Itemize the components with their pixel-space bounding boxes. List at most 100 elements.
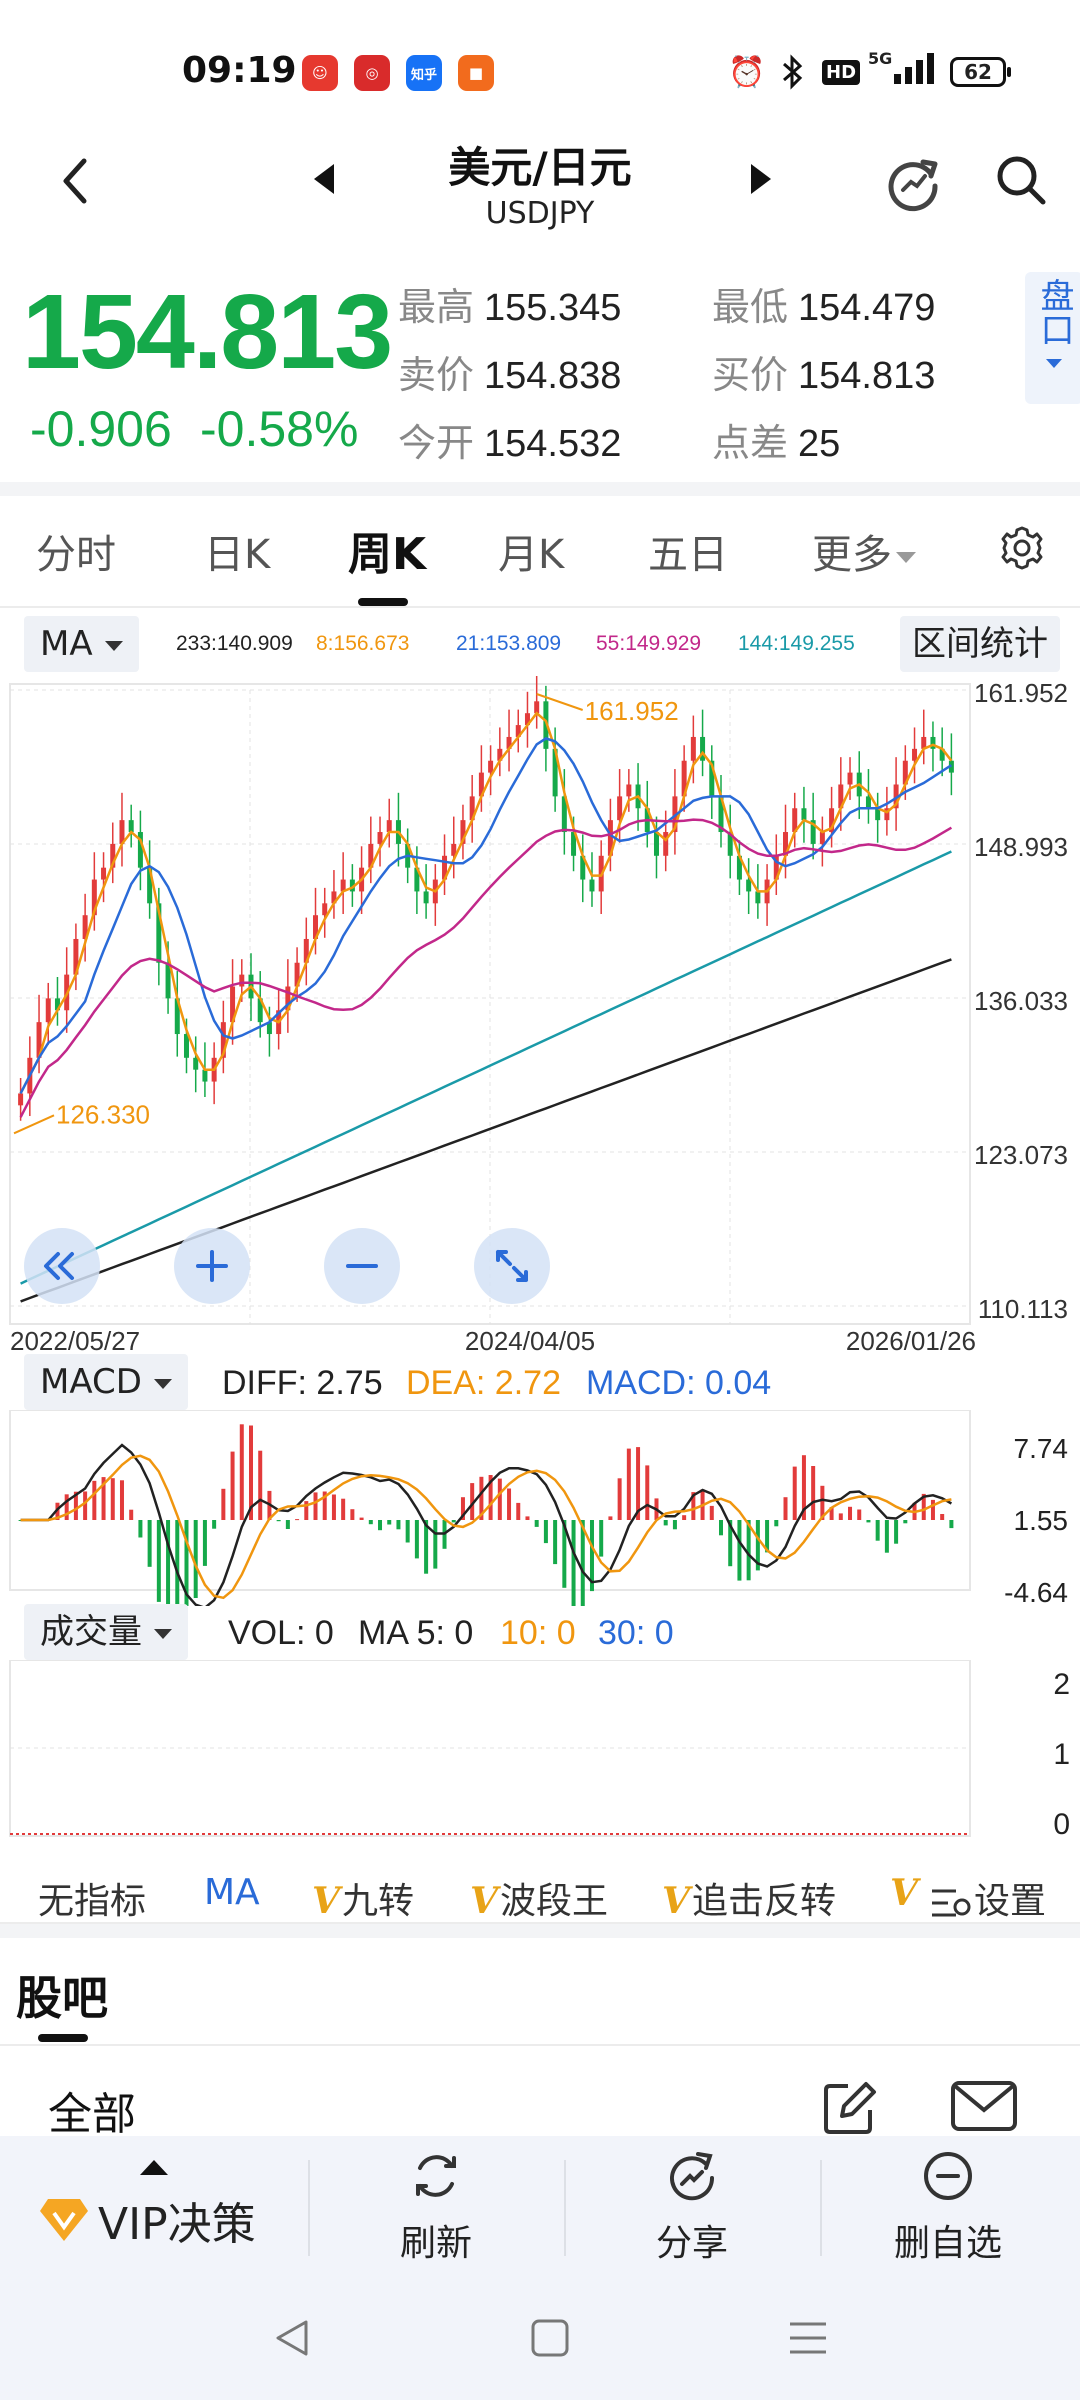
next-symbol-icon[interactable] — [745, 162, 775, 196]
candle-body — [128, 820, 134, 833]
tab-more[interactable]: 更多 — [812, 522, 916, 580]
candle-body — [230, 986, 236, 1023]
candle-body — [773, 855, 779, 880]
ma-line-ma21 — [19, 737, 953, 1094]
indicator-boduanwang[interactable]: V波段王 — [470, 1880, 608, 1922]
diamond-icon — [40, 2199, 88, 2241]
macd-diff: DIFF: 2.75 — [222, 1364, 383, 1402]
macd-bar — [451, 1520, 456, 1523]
minus-circle-icon — [924, 2152, 972, 2200]
period-tabs: 分时 日K 周K 月K 五日 更多 — [0, 500, 1080, 600]
indicator-ma[interactable]: MA — [204, 1872, 260, 1913]
volume-axis-label: 0 — [1053, 1808, 1070, 1841]
nav-home-icon[interactable] — [528, 2316, 572, 2360]
candle-body — [147, 867, 153, 904]
last-price: 154.813 — [22, 273, 393, 391]
candle-body — [515, 725, 521, 737]
macd-bar — [728, 1520, 733, 1567]
remove-watchlist-button[interactable]: 删自选 — [848, 2146, 1048, 2266]
back-icon[interactable] — [50, 145, 100, 215]
gear-icon[interactable] — [998, 524, 1046, 572]
forum-title[interactable]: 股吧 — [16, 1971, 108, 2025]
ma-selector[interactable]: MA — [24, 616, 139, 672]
candle-body — [829, 808, 835, 833]
scroll-left-button[interactable] — [24, 1228, 100, 1304]
macd-bar — [387, 1520, 392, 1525]
indicator-zhuiji[interactable]: V追击反转 — [662, 1880, 836, 1922]
indicator-none[interactable]: 无指标 — [38, 1881, 147, 1922]
refresh-icon[interactable] — [883, 152, 943, 212]
mail-icon[interactable] — [950, 2080, 1018, 2132]
search-icon[interactable] — [993, 152, 1049, 208]
volume-chart: 2 1 0 — [9, 1660, 1070, 1841]
candle-body — [460, 820, 466, 844]
y-axis-label: 110.113 — [978, 1294, 1068, 1324]
bottom-action-bar — [0, 2136, 1080, 2276]
indicator-settings[interactable]: 设置 — [930, 1872, 1046, 1924]
macd-bar — [414, 1520, 419, 1559]
macd-bar — [525, 1516, 530, 1520]
interval-stats-button[interactable]: 区间统计 — [900, 616, 1060, 672]
expand-up-icon[interactable] — [140, 2160, 168, 2175]
tab-monthly-k[interactable]: 月K — [498, 532, 565, 578]
vip-decision-button[interactable]: VIP决策 — [38, 2188, 256, 2252]
candle-body — [442, 855, 448, 880]
macd-bar — [894, 1520, 899, 1544]
macd-bar — [359, 1517, 364, 1520]
macd-bar — [129, 1509, 134, 1520]
macd-bar — [801, 1455, 806, 1520]
settings-list-icon — [932, 1889, 971, 1917]
kline-chart[interactable]: 161.952 148.993 136.033 123.073 110.113 161.9… — [0, 676, 1080, 1352]
tabs-divider — [0, 606, 1080, 608]
share-button[interactable]: 分享 — [592, 2146, 792, 2266]
chevron-down-icon — [154, 1628, 172, 1639]
candle-body — [653, 832, 659, 856]
nav-menu-icon[interactable] — [786, 2316, 830, 2360]
zoom-out-button[interactable] — [324, 1228, 400, 1304]
macd-selector[interactable]: MACD — [24, 1354, 188, 1410]
candle-body — [36, 1022, 42, 1058]
macd-bar — [119, 1480, 124, 1520]
tab-five-day[interactable]: 五日 — [648, 532, 728, 578]
macd-dea-line — [20, 1454, 952, 1600]
volume-selector[interactable]: 成交量 — [24, 1604, 188, 1660]
macd-bar — [930, 1499, 935, 1520]
status-bar: 09:19 ☺ ◎ 知乎 ■ ⏰ HD 5G 62 — [0, 0, 1080, 140]
fullscreen-button[interactable] — [474, 1228, 550, 1304]
macd-bar — [138, 1520, 143, 1538]
nav-back-icon[interactable] — [270, 2316, 314, 2360]
macd-bar — [83, 1491, 88, 1520]
zoom-in-button[interactable] — [174, 1228, 250, 1304]
candle-body — [506, 736, 512, 749]
macd-bar — [147, 1520, 152, 1567]
low-annotation: 126.330 — [56, 1099, 150, 1129]
tab-daily-k[interactable]: 日K — [204, 532, 271, 578]
candle-body — [607, 820, 613, 856]
macd-bar — [903, 1520, 908, 1524]
order-book-button[interactable]: 盘口 — [1025, 272, 1080, 404]
refresh-button[interactable]: 刷新 — [336, 2146, 536, 2266]
candle-body — [322, 903, 328, 916]
prev-symbol-icon[interactable] — [310, 162, 340, 196]
x-axis-label: 2026/01/26 — [846, 1326, 976, 1352]
macd-bar — [276, 1520, 281, 1522]
candle-body — [663, 832, 669, 856]
volume-axis-label: 2 — [1053, 1668, 1070, 1701]
macd-bar — [156, 1520, 161, 1602]
candle-body — [165, 962, 171, 999]
candle-body — [377, 832, 383, 844]
tab-weekly-k[interactable]: 周K — [348, 529, 427, 580]
candle-body — [303, 938, 309, 963]
low-stat: 最低 154.479 — [712, 285, 936, 329]
candle-body — [202, 1069, 208, 1082]
macd-bar — [433, 1520, 438, 1569]
macd-bar — [617, 1478, 622, 1520]
forum-filter-all[interactable]: 全部 — [48, 2089, 136, 2140]
indicator-jiuzhuan[interactable]: V九转 — [312, 1880, 414, 1922]
macd-bar — [285, 1520, 290, 1529]
macd-bar — [949, 1520, 954, 1529]
macd-bar — [672, 1520, 677, 1530]
indicator-vip-more[interactable]: V — [890, 1872, 918, 1914]
edit-icon[interactable] — [820, 2078, 880, 2138]
tab-intraday[interactable]: 分时 — [36, 532, 116, 578]
